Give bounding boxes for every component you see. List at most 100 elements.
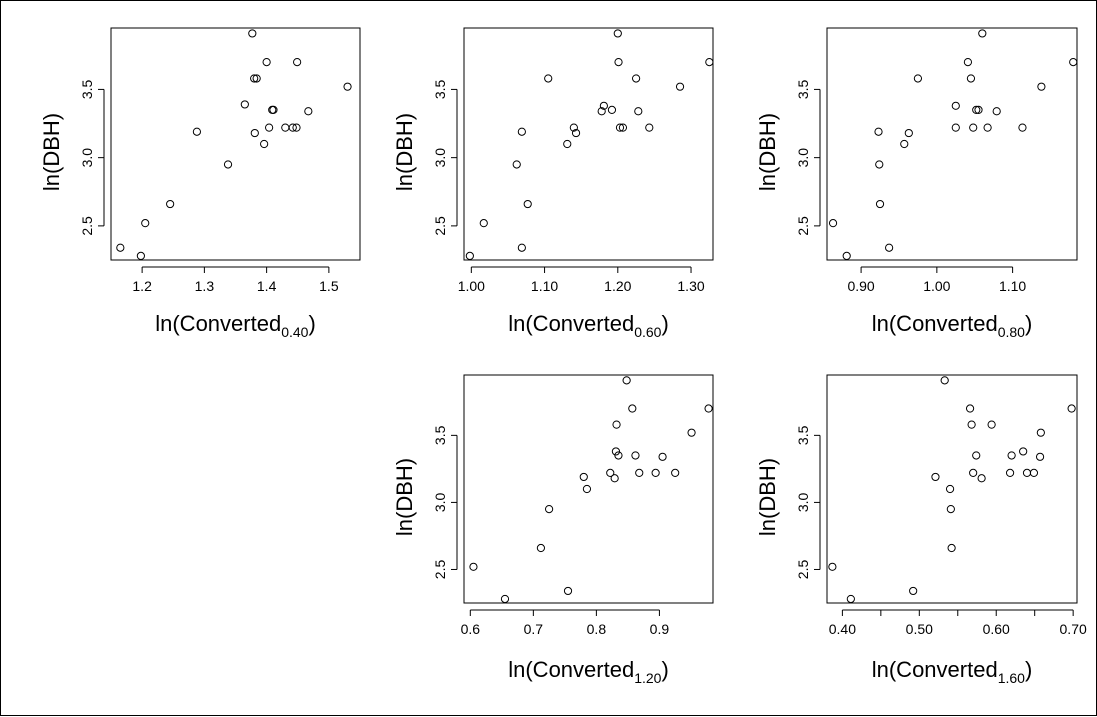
data-point xyxy=(631,451,640,460)
data-point xyxy=(136,251,145,261)
y-tick-label: 2.5 xyxy=(432,216,448,236)
data-point xyxy=(842,251,851,261)
data-point xyxy=(544,74,553,83)
data-point xyxy=(1067,404,1076,413)
data-point xyxy=(622,376,631,385)
data-point xyxy=(651,468,660,478)
data-point xyxy=(281,123,290,132)
data-point xyxy=(704,404,713,413)
data-point xyxy=(978,29,987,38)
x-axis-label: ln(Converted1.20) xyxy=(508,657,669,686)
y-axis-label: ln(DBH) xyxy=(39,113,64,191)
data-point xyxy=(828,219,838,228)
data-point xyxy=(828,562,837,571)
x-axis-label-close: ) xyxy=(308,311,315,336)
y-tick-label: 2.5 xyxy=(432,560,448,580)
data-point xyxy=(611,447,621,456)
scatter-panel-3: 0.90 1.00 1.10 2.5 3.0 3.5 ln(DBH) ln(Converted… xyxy=(755,27,1078,340)
y-tick-label: 3.0 xyxy=(432,148,448,168)
x-axis-label-main: ln(Converted xyxy=(872,657,998,682)
data-point xyxy=(1069,58,1078,67)
y-axis-label: ln(DBH) xyxy=(392,458,417,536)
data-point xyxy=(1005,468,1015,478)
x-axis-label-subscript: 1.60 xyxy=(998,670,1025,686)
x-tick-label: 1.00 xyxy=(458,278,485,294)
data-point xyxy=(969,123,978,132)
data-point xyxy=(875,160,884,169)
y-axis-label: ln(DBH) xyxy=(755,458,780,536)
y-tick-label: 3.0 xyxy=(432,492,448,512)
plot-frame xyxy=(110,27,361,261)
data-point xyxy=(579,472,588,482)
data-point xyxy=(262,58,271,67)
x-tick-label: 1.20 xyxy=(604,278,631,294)
data-point xyxy=(265,123,274,132)
x-tick-label: 0.50 xyxy=(906,621,933,637)
data-point xyxy=(536,543,546,553)
data-point xyxy=(269,105,278,114)
x-tick-label: 1.10 xyxy=(999,278,1026,294)
x-axis-label-main: ln(Converted xyxy=(872,311,998,336)
data-point xyxy=(223,160,233,169)
data-point xyxy=(292,123,301,132)
data-point xyxy=(1036,428,1045,437)
data-point xyxy=(248,29,257,38)
data-point xyxy=(1035,452,1045,461)
x-tick-label: 1.5 xyxy=(319,278,339,294)
x-axis-label-subscript: 0.80 xyxy=(998,324,1025,340)
x-tick-label: 0.70 xyxy=(1060,621,1087,637)
data-point xyxy=(671,468,680,478)
x-tick-label: 1.10 xyxy=(531,278,558,294)
plot-frame xyxy=(826,27,1078,261)
data-point xyxy=(687,428,696,437)
y-tick-label: 3.5 xyxy=(795,79,811,99)
data-point xyxy=(618,123,628,132)
y-tick-label: 3.5 xyxy=(432,79,448,99)
data-point xyxy=(987,420,996,429)
x-tick-label: 1.4 xyxy=(257,278,277,294)
data-point xyxy=(658,452,667,461)
data-point xyxy=(951,123,960,132)
x-tick-label: 0.40 xyxy=(829,621,856,637)
data-point xyxy=(1022,468,1032,478)
data-point xyxy=(972,451,981,460)
data-point xyxy=(974,105,983,114)
x-tick-label: 1.3 xyxy=(195,278,215,294)
data-point xyxy=(166,199,175,209)
data-point xyxy=(705,58,714,67)
x-axis-label-close: ) xyxy=(1025,657,1032,682)
x-axis-label-close: ) xyxy=(661,657,668,682)
x-axis-label-subscript: 0.40 xyxy=(281,324,308,340)
data-point xyxy=(846,594,855,604)
data-point xyxy=(517,127,526,136)
data-point xyxy=(343,82,352,91)
y-tick-label: 3.0 xyxy=(795,148,811,168)
plot-frame xyxy=(826,374,1078,604)
data-point xyxy=(192,127,202,136)
data-point xyxy=(1037,82,1046,91)
data-point xyxy=(904,128,913,138)
data-point xyxy=(582,484,592,494)
data-point xyxy=(632,74,641,83)
data-point xyxy=(977,474,986,483)
y-tick-label: 3.0 xyxy=(795,492,811,512)
y-tick-label: 2.5 xyxy=(79,216,95,236)
x-tick-label: 1.30 xyxy=(677,278,704,294)
data-point xyxy=(946,505,955,514)
data-point xyxy=(909,586,918,596)
data-point xyxy=(965,404,975,413)
x-tick-label: 0.8 xyxy=(587,621,607,637)
data-point xyxy=(992,107,1001,116)
data-point xyxy=(479,219,488,228)
data-point xyxy=(116,243,125,252)
data-point xyxy=(913,74,923,83)
x-tick-label: 1.2 xyxy=(132,278,152,294)
data-point xyxy=(293,58,302,67)
data-point xyxy=(613,29,622,38)
data-point xyxy=(465,251,474,261)
data-point xyxy=(512,160,521,169)
x-axis-label-close: ) xyxy=(661,311,668,336)
data-point xyxy=(599,101,608,110)
data-point xyxy=(523,199,532,209)
